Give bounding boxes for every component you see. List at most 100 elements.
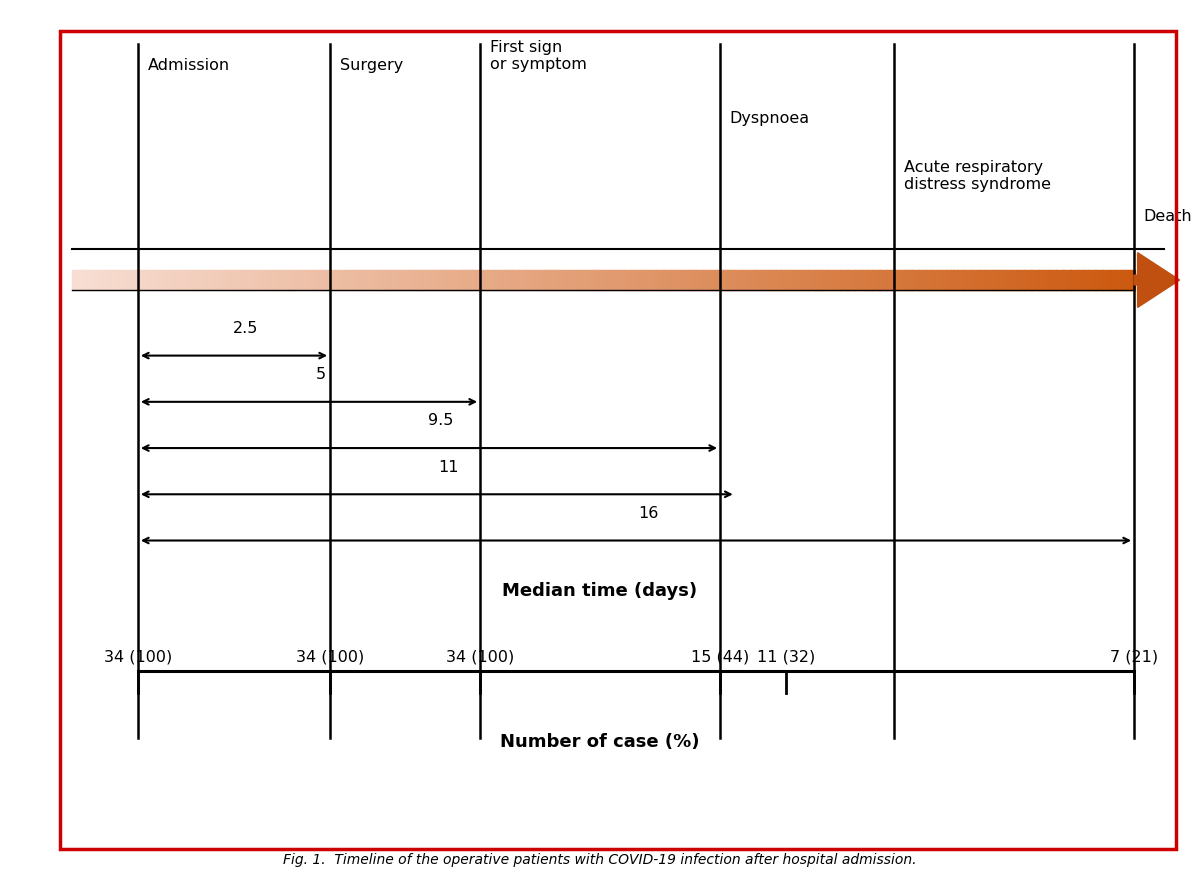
Bar (125, 270, 130, 290)
Bar (869, 270, 872, 290)
Bar (508, 270, 511, 290)
Bar (214, 270, 217, 290)
Bar (128, 270, 133, 290)
Bar (110, 270, 115, 290)
Bar (455, 270, 458, 290)
Bar (292, 270, 295, 290)
Bar (377, 270, 380, 290)
Bar (192, 270, 197, 290)
Bar (958, 270, 961, 290)
Bar (943, 270, 947, 290)
Bar (1000, 270, 1003, 290)
Bar (497, 270, 500, 290)
Bar (1052, 270, 1057, 290)
Bar (518, 270, 522, 290)
Text: Surgery: Surgery (340, 58, 403, 73)
Bar (500, 270, 504, 290)
Bar (628, 270, 632, 290)
Bar (802, 270, 805, 290)
Bar (394, 270, 398, 290)
Bar (731, 270, 734, 290)
Bar (359, 270, 362, 290)
Bar (83, 270, 86, 290)
Bar (649, 270, 653, 290)
Text: Fig. 1.  Timeline of the operative patients with COVID-19 infection after hospit: Fig. 1. Timeline of the operative patien… (283, 853, 917, 867)
Bar (440, 270, 444, 290)
Bar (851, 270, 854, 290)
Bar (391, 270, 395, 290)
Text: Dyspnoea: Dyspnoea (730, 111, 810, 126)
Bar (1034, 270, 1039, 290)
Bar (1056, 270, 1061, 290)
Bar (486, 270, 491, 290)
Bar (458, 270, 462, 290)
Text: First sign
or symptom: First sign or symptom (490, 40, 587, 72)
Bar (776, 270, 780, 290)
Bar (370, 270, 373, 290)
Bar (1085, 270, 1088, 290)
Bar (1109, 270, 1114, 290)
Bar (695, 270, 700, 290)
Bar (709, 270, 713, 290)
Bar (784, 270, 787, 290)
Bar (224, 270, 228, 290)
Bar (589, 270, 593, 290)
Bar (1123, 270, 1128, 290)
Text: Death: Death (1144, 209, 1193, 224)
Bar (313, 270, 317, 290)
Bar (936, 270, 940, 290)
Text: 11 (32): 11 (32) (757, 649, 815, 664)
Bar (624, 270, 629, 290)
Bar (600, 270, 604, 290)
Bar (992, 270, 996, 290)
Bar (635, 270, 640, 290)
Bar (533, 270, 536, 290)
Bar (164, 270, 168, 290)
Bar (493, 270, 498, 290)
Bar (270, 270, 275, 290)
Bar (758, 270, 763, 290)
Bar (900, 270, 905, 290)
Bar (950, 270, 954, 290)
Bar (818, 270, 823, 290)
Bar (978, 270, 983, 290)
Bar (794, 270, 798, 290)
Bar (822, 270, 827, 290)
Bar (302, 270, 306, 290)
Bar (235, 270, 239, 290)
Bar (175, 270, 179, 290)
Bar (684, 270, 689, 290)
Bar (157, 270, 161, 290)
Bar (904, 270, 908, 290)
Bar (613, 270, 618, 290)
Bar (526, 270, 529, 290)
Bar (896, 270, 901, 290)
Bar (362, 270, 366, 290)
Bar (734, 270, 738, 290)
Text: 16: 16 (638, 506, 658, 521)
Bar (638, 270, 642, 290)
Bar (560, 270, 565, 290)
Bar (858, 270, 862, 290)
Bar (228, 270, 232, 290)
Bar (929, 270, 932, 290)
Text: Median time (days): Median time (days) (503, 582, 697, 600)
Bar (862, 270, 865, 290)
FancyArrow shape (1134, 252, 1180, 308)
Bar (575, 270, 578, 290)
Bar (430, 270, 433, 290)
Bar (511, 270, 515, 290)
Bar (104, 270, 108, 290)
Bar (596, 270, 600, 290)
Bar (982, 270, 986, 290)
Bar (168, 270, 172, 290)
Bar (415, 270, 420, 290)
Bar (1067, 270, 1070, 290)
Bar (1031, 270, 1036, 290)
Bar (989, 270, 994, 290)
Bar (568, 270, 571, 290)
Bar (698, 270, 703, 290)
Bar (751, 270, 756, 290)
Bar (139, 270, 144, 290)
Bar (185, 270, 190, 290)
